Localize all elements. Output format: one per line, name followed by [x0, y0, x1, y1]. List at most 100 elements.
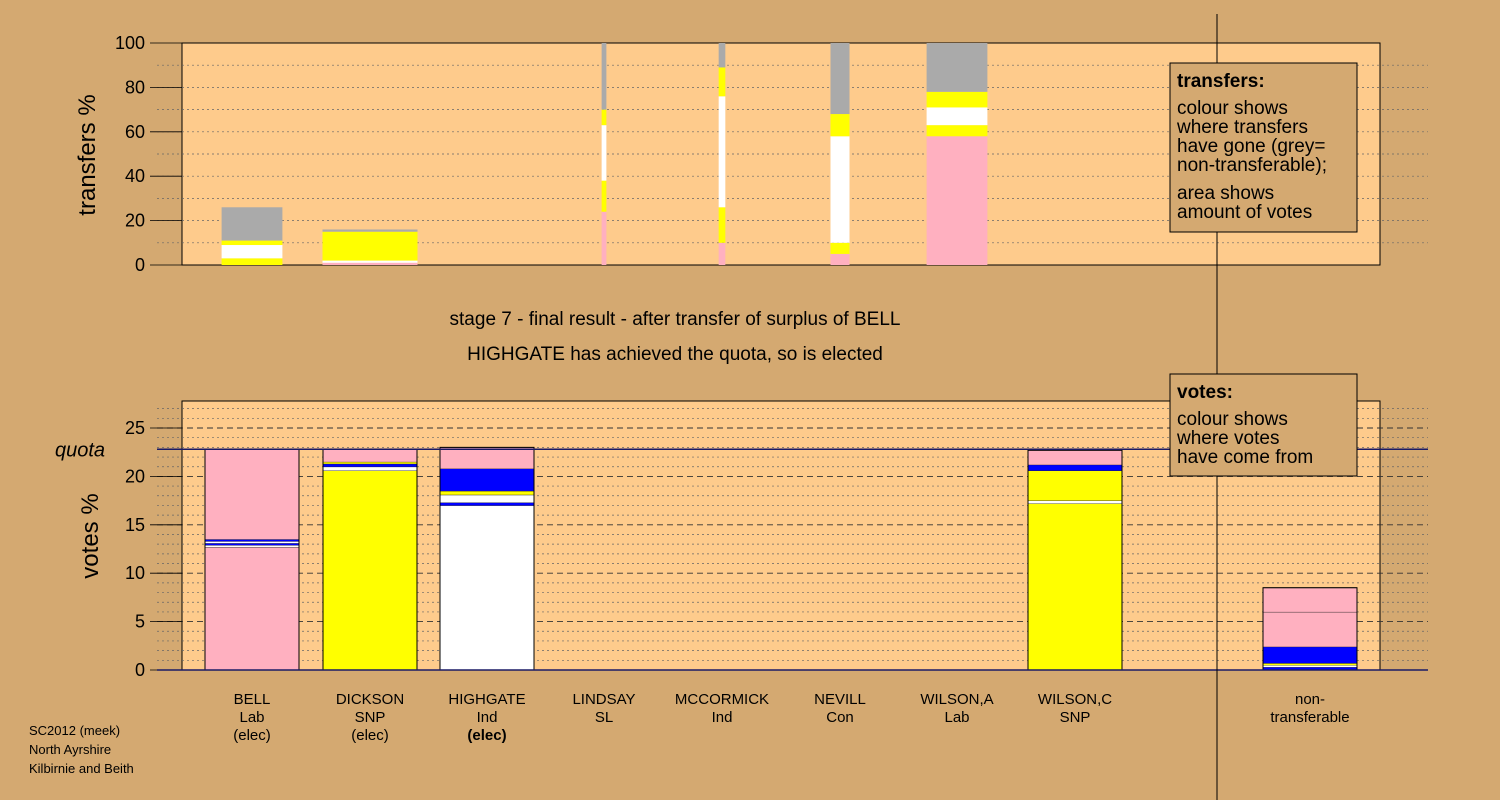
vote-segment: [323, 449, 417, 462]
vote-segment: [205, 545, 299, 548]
vote-segment: [323, 463, 417, 467]
candidate-label: Con: [826, 709, 854, 726]
transfers-legend: transfers: colour shows where transfers …: [1169, 62, 1358, 233]
vote-segment: [440, 494, 534, 503]
candidate-label: SNP: [355, 709, 386, 726]
election-info-line: SC2012 (meek): [29, 723, 120, 738]
transfer-segment: [601, 180, 607, 212]
vote-segment: [1263, 611, 1357, 647]
transfer-segment: [926, 91, 988, 108]
vote-segment: [205, 547, 299, 670]
y-tick-label: 10: [125, 563, 145, 583]
transfer-segment: [221, 245, 283, 259]
y-tick-label: 80: [125, 77, 145, 97]
transfer-segment: [830, 114, 850, 137]
transfers-legend-line: area shows: [1177, 183, 1274, 204]
transfers-bars: [221, 43, 988, 265]
candidate-label: (elec): [467, 727, 506, 744]
transfers-legend-line: non-transferable);: [1177, 155, 1327, 176]
transfer-segment: [601, 43, 607, 110]
votes-legend-line: have come from: [1177, 447, 1313, 468]
vote-segment: [323, 470, 417, 670]
candidate-label: WILSON,C: [1038, 691, 1112, 708]
vote-segment: [440, 447, 534, 469]
vote-segment: [1263, 665, 1357, 668]
transfer-segment: [601, 109, 607, 126]
candidate-label: NEVILL: [814, 691, 866, 708]
y-tick-label: 0: [135, 255, 145, 275]
candidate-label: SNP: [1060, 709, 1091, 726]
votes-legend: votes: colour shows where votes have com…: [1169, 373, 1358, 477]
transfer-segment: [601, 211, 607, 265]
transfer-segment: [322, 231, 418, 261]
candidate-label: (elec): [351, 727, 389, 744]
transfer-segment: [221, 240, 283, 246]
transfer-segment: [718, 242, 726, 265]
vote-segment: [440, 490, 534, 495]
vote-segment: [205, 543, 299, 546]
votes-legend-line: where votes: [1176, 428, 1279, 449]
votes-y-ticks: 0 5 10 15 20 25: [125, 418, 182, 680]
candidate-label: HIGHGATE: [448, 691, 525, 708]
vote-segment: [323, 461, 417, 464]
transfers-y-ticks: 0 20 40 60 80 100: [115, 33, 182, 275]
transfer-segment: [221, 258, 283, 265]
candidate-label: LINDSAY: [572, 691, 635, 708]
y-tick-label: 0: [135, 660, 145, 680]
transfers-legend-line: amount of votes: [1177, 202, 1312, 223]
election-info: SC2012 (meek) North Ayrshire Kilbirnie a…: [29, 723, 134, 776]
vote-segment: [205, 449, 299, 540]
transfer-segment: [718, 67, 726, 97]
vote-segment: [1028, 470, 1122, 501]
candidate-label: transferable: [1270, 709, 1349, 726]
vote-segment: [1263, 667, 1357, 670]
y-tick-label: 100: [115, 33, 145, 53]
votes-legend-title: votes:: [1177, 382, 1233, 403]
y-tick-label: 40: [125, 166, 145, 186]
transfers-legend-box: [1169, 62, 1358, 233]
candidate-label: (elec): [233, 727, 271, 744]
votes-legend-line: colour shows: [1177, 409, 1288, 430]
transfer-segment: [926, 125, 988, 137]
candidate-label: DICKSON: [336, 691, 404, 708]
vote-segment: [1263, 587, 1357, 612]
transfer-segment: [830, 242, 850, 254]
candidate-label: Lab: [239, 709, 264, 726]
election-info-line: North Ayrshire: [29, 742, 111, 757]
vote-segment: [1028, 464, 1122, 471]
vote-segment: [440, 505, 534, 670]
vote-segment: [1028, 503, 1122, 670]
vote-segment: [440, 502, 534, 506]
candidate-label: SL: [595, 709, 613, 726]
y-tick-label: 5: [135, 612, 145, 632]
transfer-segment: [926, 136, 988, 265]
candidate-label: Lab: [944, 709, 969, 726]
transfer-segment: [221, 207, 283, 241]
election-info-line: Kilbirnie and Beith: [29, 761, 134, 776]
candidate-label: Ind: [712, 709, 733, 726]
transfer-segment: [926, 43, 988, 92]
quota-label: quota: [55, 439, 105, 461]
transfers-legend-title: transfers:: [1177, 71, 1265, 92]
vote-segment: [1028, 450, 1122, 465]
transfer-segment: [718, 207, 726, 243]
y-tick-label: 25: [125, 418, 145, 438]
vote-segment: [1263, 646, 1357, 664]
transfer-segment: [830, 136, 850, 243]
votes-legend-box: [1169, 373, 1358, 477]
candidate-label: BELL: [234, 691, 271, 708]
transfer-segment: [601, 125, 607, 181]
vote-segment: [323, 466, 417, 471]
transfer-segment: [322, 229, 418, 232]
candidate-label: Ind: [477, 709, 498, 726]
candidate-label: WILSON,A: [920, 691, 993, 708]
transfer-segment: [830, 43, 850, 115]
y-tick-label: 60: [125, 122, 145, 142]
candidate-labels: BELLLab(elec)DICKSONSNP(elec)HIGHGATEInd…: [233, 691, 1349, 744]
transfer-segment: [926, 107, 988, 126]
vote-segment: [1263, 663, 1357, 666]
vote-segment: [440, 468, 534, 491]
transfers-legend-line: where transfers: [1176, 117, 1308, 138]
vote-segment: [205, 539, 299, 542]
